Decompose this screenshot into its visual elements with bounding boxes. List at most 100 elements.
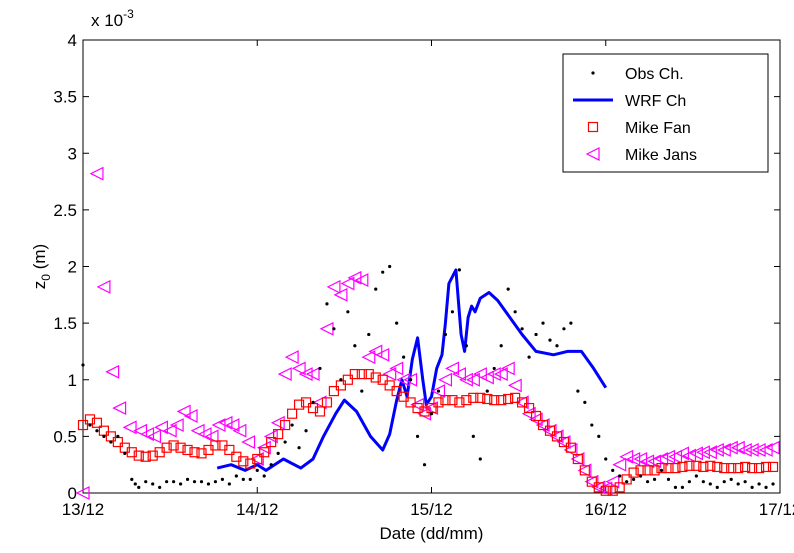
data-point bbox=[661, 449, 676, 464]
data-point bbox=[541, 321, 545, 325]
data-point bbox=[88, 423, 92, 427]
data-point bbox=[677, 461, 688, 473]
data-point bbox=[765, 440, 780, 455]
data-point bbox=[126, 447, 137, 458]
legend-label: WRF Ch bbox=[625, 93, 686, 110]
data-point bbox=[415, 434, 420, 438]
data-point bbox=[527, 355, 531, 359]
data-point bbox=[277, 367, 292, 382]
data-point bbox=[192, 480, 197, 484]
data-point bbox=[340, 276, 355, 291]
data-point bbox=[332, 327, 336, 331]
data-point bbox=[189, 447, 200, 458]
data-point bbox=[743, 480, 747, 484]
data-point bbox=[412, 402, 423, 414]
data-point bbox=[405, 397, 416, 408]
data-point bbox=[361, 350, 376, 365]
data-point bbox=[680, 485, 685, 489]
series-mike-jans bbox=[75, 166, 780, 500]
data-point bbox=[656, 462, 667, 474]
data-point bbox=[123, 451, 127, 455]
data-point bbox=[199, 480, 204, 484]
data-point bbox=[740, 461, 751, 473]
data-point bbox=[269, 463, 273, 467]
data-point bbox=[604, 457, 608, 461]
data-point bbox=[607, 485, 618, 496]
data-point bbox=[551, 431, 563, 442]
x-tick-label: 14/12 bbox=[236, 500, 279, 519]
legend-label: Obs Ch. bbox=[625, 66, 684, 83]
data-point bbox=[178, 482, 183, 486]
data-point bbox=[757, 482, 761, 486]
data-point bbox=[579, 465, 590, 476]
data-point bbox=[666, 477, 671, 482]
data-point bbox=[91, 417, 103, 428]
data-point bbox=[701, 480, 705, 484]
data-point bbox=[436, 389, 441, 393]
data-point bbox=[147, 429, 162, 444]
data-point bbox=[673, 485, 678, 489]
series-obs-ch- bbox=[81, 264, 775, 489]
data-point bbox=[161, 442, 172, 453]
data-point bbox=[391, 385, 402, 397]
data-point bbox=[419, 406, 430, 417]
data-point bbox=[130, 477, 134, 482]
data-point bbox=[422, 463, 427, 467]
y-multiplier-label: x 10-3 bbox=[91, 7, 134, 30]
data-point bbox=[375, 347, 390, 362]
data-point bbox=[499, 344, 503, 348]
data-point bbox=[577, 463, 592, 478]
data-point bbox=[598, 481, 613, 496]
data-point bbox=[395, 321, 399, 325]
data-point bbox=[227, 482, 231, 486]
data-point bbox=[471, 434, 475, 438]
data-point bbox=[597, 434, 601, 438]
data-point bbox=[290, 423, 294, 427]
data-point bbox=[639, 474, 643, 478]
data-point bbox=[429, 412, 434, 416]
data-point bbox=[307, 402, 319, 414]
data-point bbox=[77, 419, 89, 431]
data-point bbox=[133, 423, 148, 438]
data-point bbox=[479, 370, 494, 385]
data-point bbox=[586, 476, 597, 487]
data-point bbox=[438, 372, 453, 387]
data-point bbox=[431, 384, 446, 399]
data-point bbox=[382, 367, 397, 382]
data-point bbox=[410, 397, 425, 412]
y-axis-label-main: z bbox=[30, 281, 49, 290]
data-point bbox=[447, 395, 458, 406]
data-point bbox=[771, 482, 775, 486]
data-point bbox=[172, 480, 176, 484]
data-point bbox=[535, 418, 550, 433]
data-point bbox=[591, 480, 606, 495]
data-point bbox=[175, 442, 186, 453]
data-point bbox=[590, 423, 594, 427]
data-point bbox=[367, 332, 371, 337]
data-point bbox=[224, 444, 235, 456]
data-point bbox=[618, 474, 622, 478]
data-point bbox=[363, 368, 374, 380]
x-tick-label: 15/12 bbox=[410, 500, 453, 519]
data-point bbox=[183, 409, 198, 423]
data-point bbox=[346, 310, 350, 314]
data-point bbox=[176, 404, 191, 419]
data-point bbox=[318, 366, 322, 371]
data-point bbox=[517, 397, 528, 408]
data-point bbox=[485, 389, 489, 393]
data-point bbox=[291, 361, 306, 376]
data-point bbox=[273, 429, 284, 440]
data-point bbox=[353, 344, 357, 348]
data-point bbox=[335, 380, 346, 391]
data-point bbox=[544, 425, 556, 436]
data-point bbox=[565, 442, 577, 453]
y-tick-label: 2.5 bbox=[53, 201, 77, 220]
data-point bbox=[555, 344, 559, 348]
y-tick-label: 0 bbox=[68, 484, 77, 503]
data-point bbox=[475, 392, 486, 403]
data-point bbox=[482, 393, 493, 405]
y-multiplier-exponent: -3 bbox=[123, 7, 134, 21]
data-point bbox=[572, 453, 583, 465]
data-point bbox=[354, 273, 369, 288]
